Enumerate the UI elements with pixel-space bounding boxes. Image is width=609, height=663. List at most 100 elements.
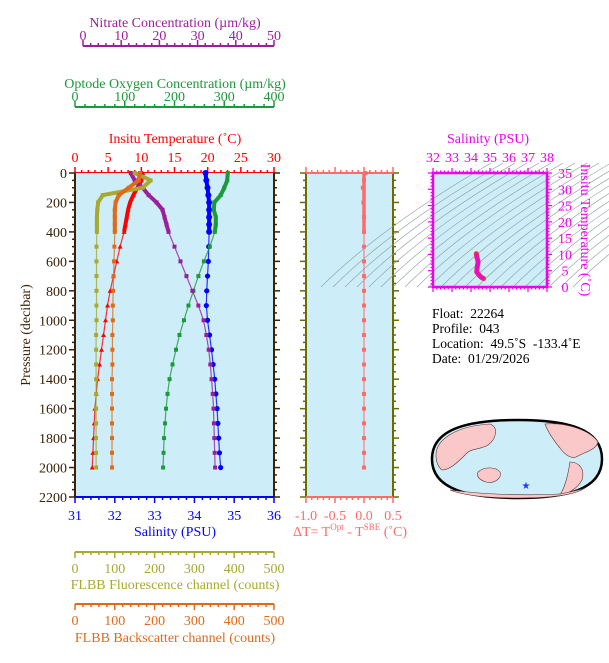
svg-text:400: 400 (224, 562, 245, 577)
svg-text:30: 30 (558, 183, 572, 198)
pressure-axis-label: Pressure (decibar) (19, 284, 34, 386)
nitrate-axis-label: Nitrate Concentration (µm/kg) (89, 16, 261, 31)
svg-text:200: 200 (46, 196, 67, 211)
svg-text:-0.5: -0.5 (324, 509, 346, 524)
svg-text:100: 100 (104, 614, 125, 629)
svg-text:35: 35 (558, 167, 572, 182)
svg-text:38: 38 (540, 151, 554, 166)
svg-text:0: 0 (72, 151, 79, 166)
temperature-axis-label: Insitu Temperature (˚C) (109, 132, 242, 147)
svg-text:30: 30 (191, 29, 205, 44)
svg-text:36: 36 (502, 151, 516, 166)
svg-text:0: 0 (80, 29, 87, 44)
svg-text:35: 35 (483, 151, 497, 166)
svg-text:40: 40 (229, 29, 243, 44)
oxygen-axis-label: Optode Oxygen Concentration (µm/kg) (64, 77, 286, 92)
svg-text:300: 300 (184, 562, 205, 577)
location: Location: 49.5˚S -133.4˚E (432, 336, 581, 351)
nitrate-axis: 0 10 20 30 40 50 (80, 29, 281, 47)
ts-plot-area (433, 173, 547, 287)
svg-text:400: 400 (46, 226, 67, 241)
svg-text:-1.0: -1.0 (295, 509, 317, 524)
svg-text:10: 10 (134, 151, 148, 166)
svg-text:0: 0 (72, 562, 79, 577)
date: Date: 01/29/2026 (432, 351, 530, 366)
svg-text:20: 20 (558, 216, 572, 231)
map-land-antarctica (449, 487, 586, 499)
svg-text:2000: 2000 (39, 462, 67, 477)
delta-t-axis: -1.0 -0.5 0.0 0.5 (295, 167, 402, 524)
svg-text:37: 37 (521, 151, 535, 166)
svg-text:0: 0 (562, 281, 569, 296)
svg-text:20: 20 (152, 29, 166, 44)
svg-text:32: 32 (108, 509, 122, 524)
svg-text:15: 15 (558, 232, 572, 247)
map-land-americas (544, 423, 599, 496)
svg-text:25: 25 (558, 200, 572, 215)
float-info: Float: 22264 Profile: 043 Location: 49.5… (432, 306, 580, 366)
svg-text:25: 25 (234, 151, 248, 166)
svg-text:35: 35 (227, 509, 241, 524)
oxygen-axis: 0 100 200 300 400 (72, 90, 285, 108)
ts-salinity-axis-label: Salinity (PSU) (447, 132, 529, 147)
salinity-axis-label: Salinity (PSU) (134, 525, 216, 540)
delta-t-series (360, 171, 368, 470)
svg-text:1800: 1800 (39, 432, 67, 447)
svg-text:600: 600 (46, 255, 67, 270)
svg-text:50: 50 (267, 29, 281, 44)
map-land-australia (477, 467, 501, 483)
svg-text:100: 100 (114, 90, 135, 105)
svg-text:0: 0 (72, 90, 79, 105)
svg-text:36: 36 (267, 509, 281, 524)
pressure-axis: 0 200 400 600 800 1000 1200 1400 1600 1800 2000 220… (39, 167, 280, 506)
temperature-axis: 0 5 10 15 20 25 30 (72, 151, 281, 174)
svg-text:200: 200 (144, 614, 165, 629)
svg-text:10: 10 (558, 248, 572, 263)
svg-text:5: 5 (562, 265, 569, 280)
svg-text:20: 20 (201, 151, 215, 166)
svg-text:0: 0 (72, 614, 79, 629)
svg-text:500: 500 (264, 562, 285, 577)
float-id: Float: 22264 (432, 306, 505, 321)
svg-text:0.0: 0.0 (355, 509, 373, 524)
svg-text:1200: 1200 (39, 344, 67, 359)
ts-series (473, 251, 487, 282)
svg-text:0: 0 (60, 167, 67, 182)
svg-text:1600: 1600 (39, 403, 67, 418)
map-land-asia (435, 423, 496, 471)
profile-number: Profile: 043 (432, 321, 500, 336)
backscatter-axis: 0 100 200 300 400 500 (72, 603, 285, 629)
ts-temperature-axis-label: Insitu Temperature (˚C) (577, 164, 592, 297)
svg-text:500: 500 (264, 614, 285, 629)
svg-text:0.5: 0.5 (384, 509, 402, 524)
svg-text:33: 33 (445, 151, 459, 166)
svg-text:32: 32 (426, 151, 440, 166)
density-contours (320, 162, 609, 288)
svg-text:300: 300 (184, 614, 205, 629)
float-location-star-icon: ★ (522, 481, 531, 492)
svg-text:31: 31 (68, 509, 82, 524)
world-map: ★ (430, 418, 604, 500)
svg-text:5: 5 (105, 151, 112, 166)
svg-text:15: 15 (168, 151, 182, 166)
svg-text:34: 34 (464, 151, 478, 166)
svg-text:2200: 2200 (39, 491, 67, 506)
svg-text:400: 400 (264, 90, 285, 105)
svg-text:100: 100 (104, 562, 125, 577)
backscatter-axis-label: FLBB Backscatter channel (counts) (75, 631, 276, 646)
fluorescence-axis-label: FLBB Fluorescence channel (counts) (71, 578, 280, 593)
svg-text:200: 200 (164, 90, 185, 105)
main-plot-area (75, 173, 274, 497)
svg-text:200: 200 (144, 562, 165, 577)
delta-t-plot-area (306, 173, 393, 497)
profile-series (89, 170, 230, 471)
svg-text:300: 300 (214, 90, 235, 105)
svg-text:800: 800 (46, 285, 67, 300)
svg-text:400: 400 (224, 614, 245, 629)
fluorescence-axis: 0 100 200 300 400 500 (72, 551, 285, 577)
delta-t-axis-label: ΔT= TOpt - TSBE (˚C) (293, 522, 407, 540)
svg-text:30: 30 (267, 151, 281, 166)
svg-text:10: 10 (114, 29, 128, 44)
